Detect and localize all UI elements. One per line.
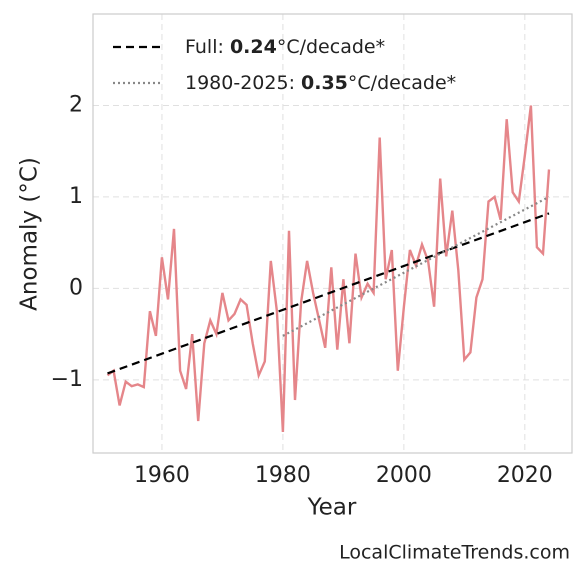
y-axis-label: Anomaly (°C)	[17, 157, 43, 311]
series-line	[107, 212, 550, 375]
legend-label-part: Full:	[185, 36, 230, 58]
y-tick-label: 2	[69, 92, 83, 117]
x-tick-label: 2020	[497, 463, 553, 488]
y-tick-label: 0	[69, 275, 83, 300]
series-line	[282, 195, 550, 337]
legend-label-part: °C/decade*	[348, 72, 456, 94]
x-tick-label: 1960	[134, 463, 190, 488]
legend-label: 1980-2025: 0.35°C/decade*	[185, 72, 456, 94]
source: LocalClimateTrends.com	[339, 542, 570, 564]
legend-label-part: 0.24	[230, 36, 277, 58]
x-tick-label: 2000	[376, 463, 432, 488]
x-axis-label: Year	[307, 495, 357, 521]
series-line	[106, 105, 551, 433]
legend-label-part: 1980-2025:	[185, 72, 301, 94]
legend-label-part: 0.35	[301, 72, 348, 94]
x-tick-label: 1980	[255, 463, 311, 488]
legend-label: Full: 0.24°C/decade*	[185, 36, 385, 58]
plot-frame	[92, 13, 573, 454]
legend-label-part: °C/decade*	[277, 36, 385, 58]
y-tick-label: 1	[69, 184, 83, 209]
y-tick-label: −1	[51, 367, 83, 392]
